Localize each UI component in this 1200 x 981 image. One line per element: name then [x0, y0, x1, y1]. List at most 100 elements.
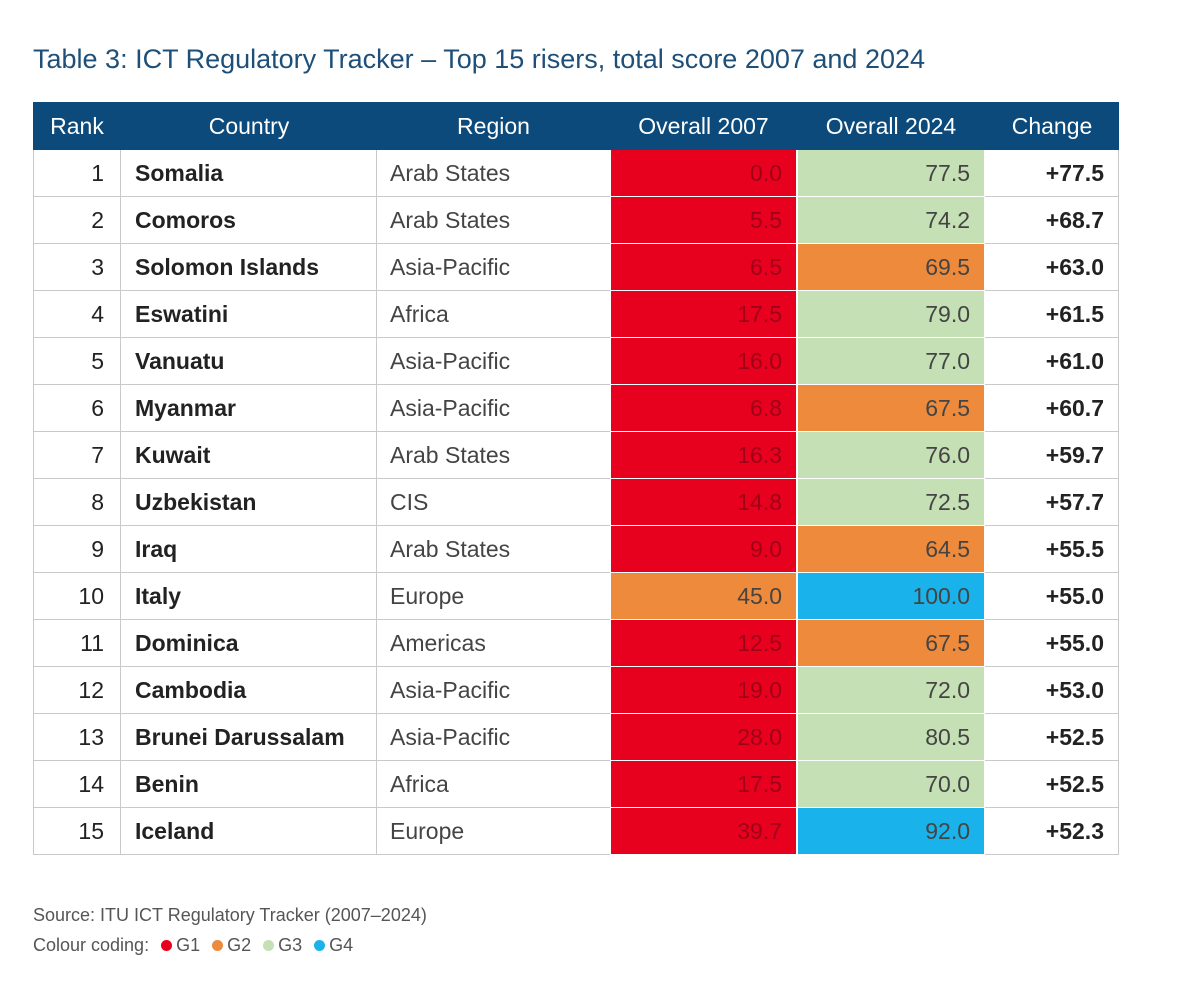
rank-cell: 2: [33, 197, 121, 244]
legend-item-label: G3: [278, 935, 303, 955]
score-cell: 77.5: [797, 150, 985, 197]
change-cell: +55.0: [985, 620, 1119, 667]
score-cell: 9.0: [610, 526, 797, 573]
region-cell: Arab States: [377, 526, 610, 573]
rank-cell: 13: [33, 714, 121, 761]
rank-cell: 15: [33, 808, 121, 855]
legend-label: Colour coding:: [33, 935, 150, 955]
score-cell: 28.0: [610, 714, 797, 761]
score-cell: 76.0: [797, 432, 985, 479]
column-header: Country: [121, 102, 377, 150]
change-cell: +55.5: [985, 526, 1119, 573]
change-cell: +60.7: [985, 385, 1119, 432]
country-cell: Iceland: [121, 808, 377, 855]
change-cell: +53.0: [985, 667, 1119, 714]
table-title: Table 3: ICT Regulatory Tracker – Top 15…: [33, 44, 926, 74]
score-cell: 79.0: [797, 291, 985, 338]
legend-item: G4: [314, 935, 353, 956]
score-cell: 17.5: [610, 761, 797, 808]
legend-item-label: G2: [227, 935, 252, 955]
score-cell: 77.0: [797, 338, 985, 385]
country-cell: Kuwait: [121, 432, 377, 479]
score-cell: 72.0: [797, 667, 985, 714]
change-cell: +59.7: [985, 432, 1119, 479]
score-cell: 6.5: [610, 244, 797, 291]
change-cell: +77.5: [985, 150, 1119, 197]
region-cell: CIS: [377, 479, 610, 526]
region-cell: Arab States: [377, 150, 610, 197]
country-cell: Comoros: [121, 197, 377, 244]
rank-cell: 4: [33, 291, 121, 338]
rank-cell: 9: [33, 526, 121, 573]
legend-item: G2: [212, 935, 251, 956]
change-cell: +52.3: [985, 808, 1119, 855]
region-cell: Asia-Pacific: [377, 244, 610, 291]
column-header: Rank: [33, 102, 121, 150]
score-cell: 12.5: [610, 620, 797, 667]
score-cell: 14.8: [610, 479, 797, 526]
rank-cell: 11: [33, 620, 121, 667]
table: Rank Country Region Overall 2007 Overall 202…: [33, 102, 1119, 855]
legend-swatch: [161, 940, 173, 951]
change-cell: +63.0: [985, 244, 1119, 291]
change-cell: +52.5: [985, 761, 1119, 808]
score-cell: 16.0: [610, 338, 797, 385]
rank-cell: 1: [33, 150, 121, 197]
legend-item: G1: [161, 935, 200, 956]
legend-swatch: [212, 940, 224, 951]
score-cell: 69.5: [797, 244, 985, 291]
change-cell: +57.7: [985, 479, 1119, 526]
change-cell: +52.5: [985, 714, 1119, 761]
column-header: Overall 2007: [610, 102, 797, 150]
rank-cell: 7: [33, 432, 121, 479]
country-cell: Iraq: [121, 526, 377, 573]
region-cell: Asia-Pacific: [377, 714, 610, 761]
region-cell: Asia-Pacific: [377, 385, 610, 432]
region-cell: Americas: [377, 620, 610, 667]
score-cell: 45.0: [610, 573, 797, 620]
region-cell: Europe: [377, 573, 610, 620]
rank-cell: 10: [33, 573, 121, 620]
country-cell: Vanuatu: [121, 338, 377, 385]
rank-cell: 6: [33, 385, 121, 432]
change-cell: +61.5: [985, 291, 1119, 338]
country-cell: Dominica: [121, 620, 377, 667]
score-cell: 92.0: [797, 808, 985, 855]
country-cell: Benin: [121, 761, 377, 808]
country-cell: Cambodia: [121, 667, 377, 714]
legend-swatch: [263, 940, 275, 951]
region-cell: Asia-Pacific: [377, 667, 610, 714]
score-cell: 80.5: [797, 714, 985, 761]
source-note: Source: ITU ICT Regulatory Tracker (2007…: [33, 905, 427, 925]
region-cell: Africa: [377, 761, 610, 808]
score-cell: 100.0: [797, 573, 985, 620]
legend-swatch: [314, 940, 326, 951]
column-header: Change: [985, 102, 1119, 150]
rank-cell: 8: [33, 479, 121, 526]
score-cell: 64.5: [797, 526, 985, 573]
rank-cell: 3: [33, 244, 121, 291]
rank-cell: 12: [33, 667, 121, 714]
change-cell: +55.0: [985, 573, 1119, 620]
score-cell: 72.5: [797, 479, 985, 526]
country-cell: Brunei Darussalam: [121, 714, 377, 761]
region-cell: Arab States: [377, 432, 610, 479]
score-cell: 19.0: [610, 667, 797, 714]
rank-cell: 5: [33, 338, 121, 385]
score-cell: 67.5: [797, 620, 985, 667]
score-cell: 70.0: [797, 761, 985, 808]
score-cell: 39.7: [610, 808, 797, 855]
legend-item: G3: [263, 935, 302, 956]
change-cell: +68.7: [985, 197, 1119, 244]
score-cell: 67.5: [797, 385, 985, 432]
score-cell: 5.5: [610, 197, 797, 244]
score-cell: 0.0: [610, 150, 797, 197]
column-header: Overall 2024: [797, 102, 985, 150]
score-cell: 74.2: [797, 197, 985, 244]
legend: Colour coding: G1 G2 G3 G4: [33, 935, 353, 956]
country-cell: Italy: [121, 573, 377, 620]
score-cell: 6.8: [610, 385, 797, 432]
change-cell: +61.0: [985, 338, 1119, 385]
country-cell: Uzbekistan: [121, 479, 377, 526]
